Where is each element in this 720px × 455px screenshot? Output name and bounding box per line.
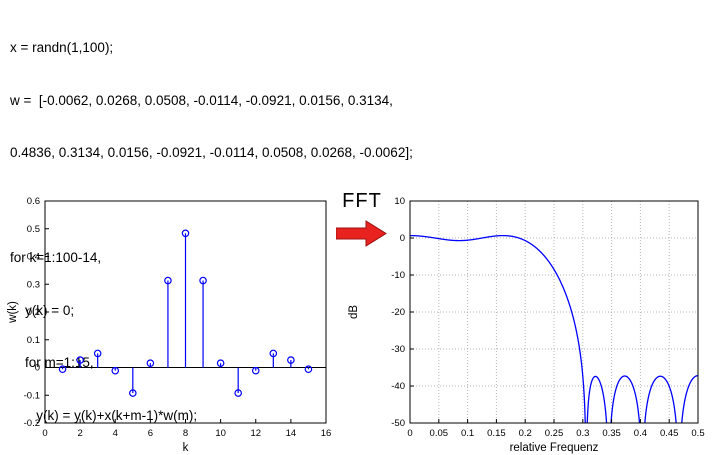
x-tick-label: 0.15 xyxy=(487,428,506,439)
y-tick-label: 0 xyxy=(400,233,405,244)
code-line: 0.4836, 0.3134, 0.0156, -0.0921, -0.0114… xyxy=(10,145,413,160)
stem-marker xyxy=(58,365,67,374)
stem-marker xyxy=(304,365,313,374)
y-tick-label: -40 xyxy=(391,381,405,392)
filter-coefficients-chart: 0 2 4 6 8 10 12 14 16 -0.2 -0.1 0 0.1 0.2 0.3 0.4 0.5 0.6… xyxy=(5,193,335,455)
frequency-response-chart: 0 0.05 0.1 0.15 0.2 0.25 0.3 0.35 0.4 0.45 0.5 -50 -… xyxy=(345,193,715,455)
x-tick-label: 0.45 xyxy=(660,428,679,439)
x-tick-label: 6 xyxy=(148,428,153,439)
x-tick-label: 0.05 xyxy=(430,428,449,439)
y-axis-label: dB xyxy=(348,305,360,319)
y-tick-label: -30 xyxy=(391,344,405,355)
fft-annotation: FFT xyxy=(332,190,392,252)
stem-marker xyxy=(251,366,260,375)
y-tick-label: -0.1 xyxy=(24,390,40,401)
stem-marker xyxy=(181,229,190,238)
x-tick-label: 0.4 xyxy=(634,428,647,439)
x-tick-label: 8 xyxy=(183,428,188,439)
x-tick-label: 0.1 xyxy=(461,428,474,439)
x-tick-label: 0.35 xyxy=(602,428,621,439)
x-tick-label: 16 xyxy=(321,428,332,439)
code-line: for m=1:15, xyxy=(10,355,94,370)
stem-marker xyxy=(199,276,207,285)
x-tick-label: 12 xyxy=(250,428,261,439)
x-tick-label: 0.5 xyxy=(691,428,704,439)
matlab-code-block: x = randn(1,100); w = [-0.0062, 0.0268, … xyxy=(10,4,413,455)
code-line: for k=1:100-14, xyxy=(10,250,102,265)
stem-marker xyxy=(111,366,120,375)
y-tick-label: 0.4 xyxy=(27,252,40,263)
y-tick-label: -10 xyxy=(391,270,405,281)
y-tick-label: 0.1 xyxy=(27,335,40,346)
y-tick-label: 0.6 xyxy=(27,196,40,207)
stem-marker xyxy=(93,349,102,358)
stem-marker xyxy=(269,349,278,358)
fft-arrow-polygon xyxy=(335,220,387,247)
code-line: y(k) = y(k)+x(k+m-1)*w(m); xyxy=(10,407,198,423)
x-tick-label: 0 xyxy=(42,428,47,439)
y-tick-label: -50 xyxy=(391,418,405,429)
x-tick-label: 2 xyxy=(77,428,82,439)
y-tick-label: -20 xyxy=(391,307,405,318)
y-tick-label: 10 xyxy=(394,196,405,207)
stem-marker xyxy=(234,389,242,397)
code-line: y(k) = 0; xyxy=(10,302,75,318)
stem-marker xyxy=(164,276,172,285)
x-tick-label: 10 xyxy=(215,428,226,439)
x-tick-label: 0.3 xyxy=(576,428,589,439)
y-tick-label: 0.3 xyxy=(27,279,40,290)
y-tick-label: -0.2 xyxy=(24,418,40,429)
x-tick-label: 14 xyxy=(286,428,297,439)
y-tick-label: 0 xyxy=(35,363,40,374)
stem-marker xyxy=(216,359,225,367)
stem-marker xyxy=(287,356,295,364)
x-axis-label: k xyxy=(183,442,189,454)
fft-arrow-icon xyxy=(335,220,387,247)
x-axis-label: relative Frequenz xyxy=(510,442,599,454)
x-tick-label: 4 xyxy=(113,428,118,439)
response-curve xyxy=(410,234,698,423)
stem-marker xyxy=(129,389,137,397)
y-tick-label: 0.2 xyxy=(27,307,40,318)
x-tick-label: 0.2 xyxy=(519,428,532,439)
y-axis-label: w(k) xyxy=(7,301,19,324)
code-line: w = [-0.0062, 0.0268, 0.0508, -0.0114, -… xyxy=(10,92,393,108)
stem-marker xyxy=(76,356,84,364)
x-tick-label: 0 xyxy=(407,428,412,439)
fft-label: FFT xyxy=(342,190,382,212)
x-tick-label: 0.25 xyxy=(545,428,564,439)
y-tick-label: 0.5 xyxy=(27,224,40,235)
stem-marker xyxy=(146,359,155,367)
code-line: x = randn(1,100); xyxy=(10,40,114,55)
